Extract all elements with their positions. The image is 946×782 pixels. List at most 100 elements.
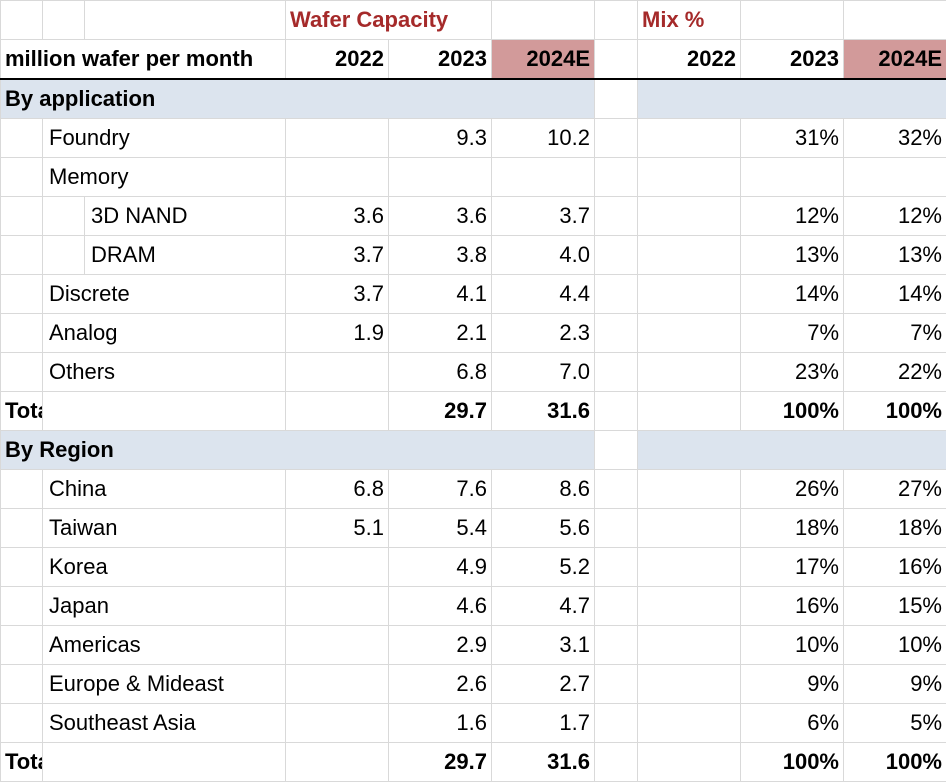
capacity-value: 3.7	[491, 196, 595, 236]
capacity-value: 2.9	[388, 625, 492, 665]
indent-cell	[0, 586, 43, 626]
cap-year-2024e: 2024E	[491, 39, 595, 80]
indent-cell	[0, 352, 43, 392]
mix-value	[637, 157, 741, 197]
row-label: Japan	[42, 586, 286, 626]
capacity-value: 31.6	[491, 742, 595, 782]
mix-value	[637, 235, 741, 275]
capacity-value: 2.6	[388, 664, 492, 704]
indent-cell	[42, 235, 85, 275]
section-row: By application	[0, 78, 946, 119]
table-row: Taiwan 5.1 5.4 5.6 18% 18%	[0, 508, 946, 548]
mix-value: 100%	[740, 742, 844, 782]
separator-cell	[594, 703, 638, 743]
table-row: DRAM 3.7 3.8 4.0 13% 13%	[0, 235, 946, 275]
indent-cell	[0, 547, 43, 587]
table-row: Analog 1.9 2.1 2.3 7% 7%	[0, 313, 946, 353]
capacity-value: 29.7	[388, 391, 492, 431]
capacity-value: 7.6	[388, 469, 492, 509]
mix-value	[637, 469, 741, 509]
mix-value: 13%	[740, 235, 844, 275]
mix-value: 18%	[740, 508, 844, 548]
capacity-value: 29.7	[388, 742, 492, 782]
mix-value: 10%	[843, 625, 946, 665]
mix-value: 26%	[740, 469, 844, 509]
mix-value	[637, 547, 741, 587]
total-label: Total	[0, 391, 43, 431]
mix-year-2023: 2023	[740, 39, 844, 80]
mix-value: 100%	[843, 391, 946, 431]
mix-value: 9%	[843, 664, 946, 704]
section-label: By Region	[0, 430, 595, 470]
mix-value	[637, 313, 741, 353]
capacity-value: 1.7	[491, 703, 595, 743]
mix-value: 9%	[740, 664, 844, 704]
capacity-value: 1.9	[285, 313, 389, 353]
capacity-value: 4.6	[388, 586, 492, 626]
capacity-value	[491, 157, 595, 197]
title-row: Wafer Capacity Mix %	[0, 0, 946, 40]
capacity-value	[285, 118, 389, 158]
indent-cell	[0, 313, 43, 353]
mix-value: 6%	[740, 703, 844, 743]
mix-value: 31%	[740, 118, 844, 158]
capacity-value: 6.8	[388, 352, 492, 392]
row-label: Southeast Asia	[42, 703, 286, 743]
separator-cell	[594, 78, 638, 119]
capacity-value	[388, 157, 492, 197]
capacity-value: 4.7	[491, 586, 595, 626]
separator-cell	[594, 742, 638, 782]
mix-value	[637, 625, 741, 665]
cap-year-2022: 2022	[285, 39, 389, 80]
indent-cell	[0, 274, 43, 314]
table-row: 3D NAND 3.6 3.6 3.7 12% 12%	[0, 196, 946, 236]
mix-year-2024e: 2024E	[843, 39, 946, 80]
capacity-value: 8.6	[491, 469, 595, 509]
row-label: Korea	[42, 547, 286, 587]
indent-cell	[0, 196, 43, 236]
capacity-value: 4.4	[491, 274, 595, 314]
separator-cell	[594, 391, 638, 431]
indent-cell	[0, 625, 43, 665]
separator-cell	[594, 508, 638, 548]
separator-cell	[594, 235, 638, 275]
capacity-value	[285, 742, 389, 782]
capacity-value: 7.0	[491, 352, 595, 392]
mix-value	[637, 586, 741, 626]
mix-value	[637, 664, 741, 704]
mix-value	[637, 118, 741, 158]
indent-cell	[0, 664, 43, 704]
table-row: Japan 4.6 4.7 16% 15%	[0, 586, 946, 626]
mix-value: 14%	[740, 274, 844, 314]
mix-value: 100%	[740, 391, 844, 431]
table-row: Europe & Mideast 2.6 2.7 9% 9%	[0, 664, 946, 704]
separator-cell	[594, 625, 638, 665]
indent-cell	[0, 157, 43, 197]
total-row: Total 29.731.6 100%100%	[0, 391, 946, 431]
row-label: Americas	[42, 625, 286, 665]
cap-year-2023: 2023	[388, 39, 492, 80]
capacity-value: 5.1	[285, 508, 389, 548]
mix-value: 100%	[843, 742, 946, 782]
capacity-value	[285, 625, 389, 665]
capacity-value: 2.7	[491, 664, 595, 704]
capacity-value: 3.7	[285, 274, 389, 314]
table-row: Discrete 3.7 4.1 4.4 14% 14%	[0, 274, 946, 314]
mix-value: 16%	[843, 547, 946, 587]
mix-value: 32%	[843, 118, 946, 158]
capacity-value: 3.6	[388, 196, 492, 236]
mix-value	[637, 508, 741, 548]
row-label: DRAM	[84, 235, 286, 275]
separator-cell	[594, 313, 638, 353]
empty-cell	[42, 391, 286, 431]
row-label: Foundry	[42, 118, 286, 158]
mix-value: 15%	[843, 586, 946, 626]
capacity-value: 4.9	[388, 547, 492, 587]
capacity-value: 6.8	[285, 469, 389, 509]
capacity-value: 10.2	[491, 118, 595, 158]
mix-value: 7%	[740, 313, 844, 353]
separator-cell	[594, 547, 638, 587]
mix-value	[637, 703, 741, 743]
capacity-value: 31.6	[491, 391, 595, 431]
